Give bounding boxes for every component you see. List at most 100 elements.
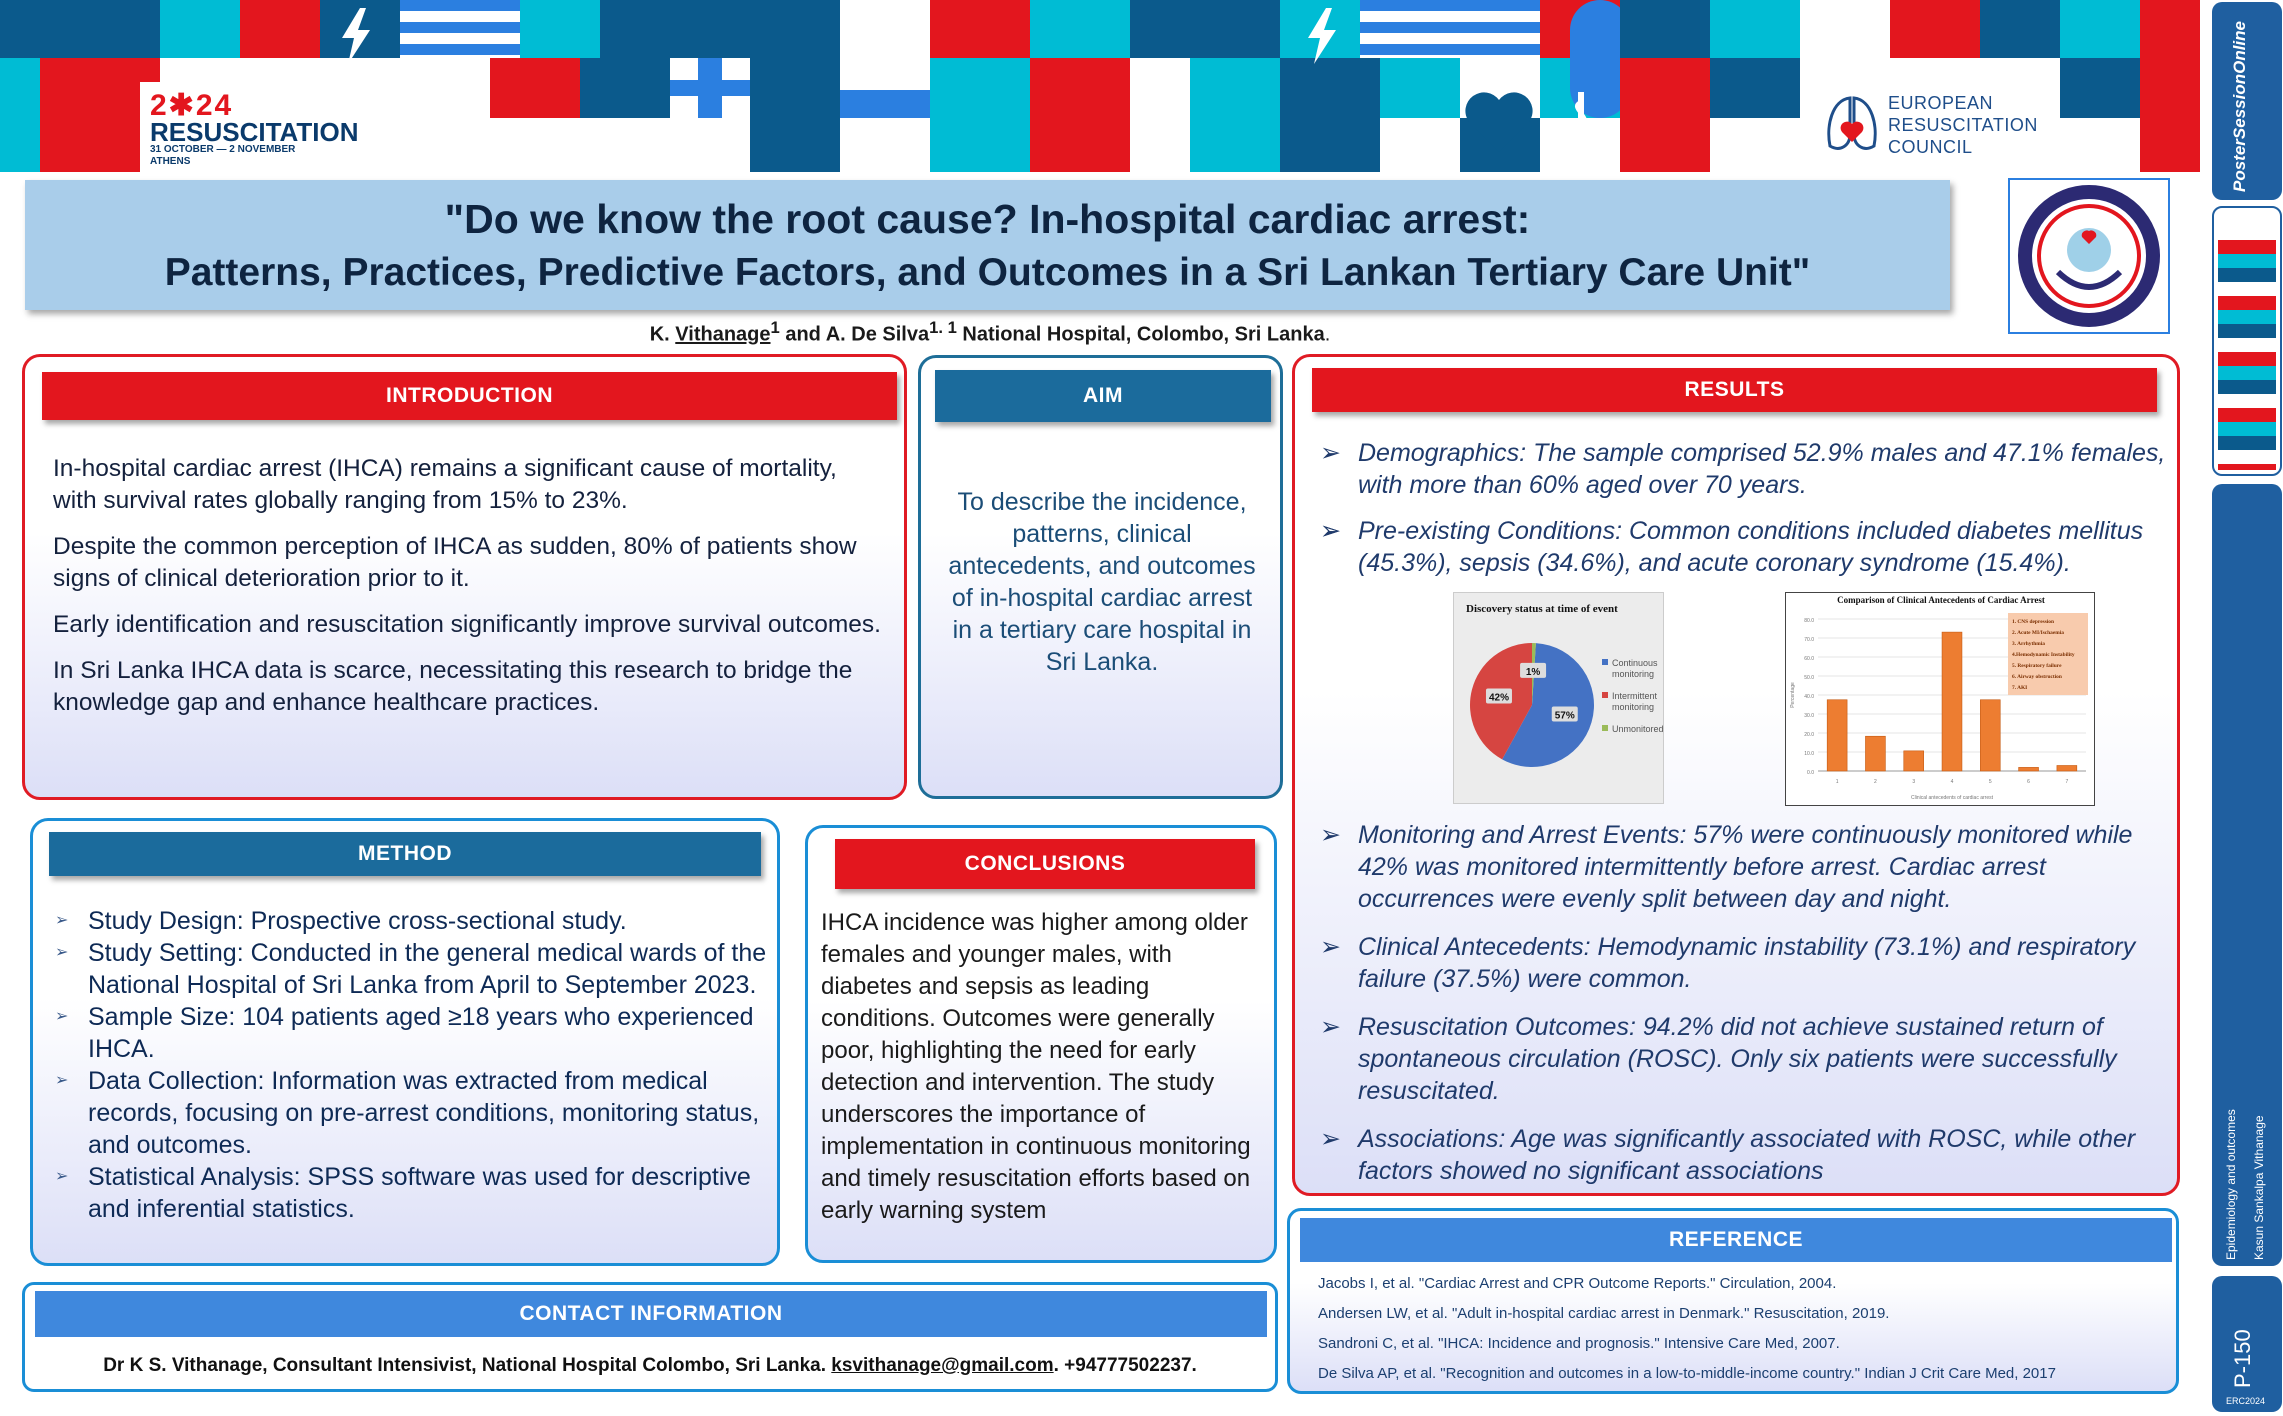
bar-y-tick-label: 80.0 [1804,618,1814,624]
intro-paragraph: In-hospital cardiac arrest (IHCA) remain… [53,455,837,514]
results-header: RESULTS [1312,368,2157,412]
bar-x-tick-label: 4 [1951,779,1954,785]
code-panel: P-150 ERC2024 [2212,1276,2282,1412]
pie-legend-label: monitoring [1612,702,1654,712]
poster-code: P-150 [2230,1329,2255,1388]
method-panel: METHOD ➢ Study Design: Prospective cross-… [30,818,780,1266]
lungs-heart-icon [1827,96,1877,150]
reference-header: REFERENCE [1300,1218,2172,1262]
reference-item: Jacobs I, et al. "Cardiac Arrest and CPR… [1318,1275,1837,1292]
bar-legend-item: 7. AKI [2012,685,2027,691]
logo-year: 2✱24 [150,89,234,122]
erc-line-2: RESUSCITATION [1888,115,2038,135]
title-box: "Do we know the root cause? In-hospital … [25,180,1950,310]
contact-panel: CONTACT INFORMATION Dr K S. Vithanage, C… [22,1282,1278,1392]
intro-paragraph: Early identification and resuscitation s… [53,611,881,638]
method-item: ➢ Data Collection: Information was extrac… [55,1067,760,1159]
bar-y-tick-label: 40.0 [1804,694,1814,700]
aim-panel: AIM To describe the incidence, patterns,… [918,355,1283,799]
starburst-icon [1200,92,1258,150]
bar-y-tick-label: 30.0 [1804,713,1814,719]
pie-data-label: 57% [1555,711,1575,722]
chevron-bullet-icon: ➢ [55,1072,69,1089]
pie-legend-label: Unmonitored [1612,724,1664,734]
method-item: ➢ Study Design: Prospective cross-section… [55,907,627,935]
seal-emblem-icon [2018,185,2160,327]
method-header: METHOD [49,832,761,876]
logo-dates: 31 OCTOBER — 2 NOVEMBER [150,144,296,155]
brand-panel: PosterSessionOnline [2212,2,2282,200]
aim-header: AIM [935,370,1271,422]
results-list-bottom: ➢ Monitoring and Arrest Events: 57% were … [1320,819,2170,1187]
logo-event: RESUSCITATION [150,117,359,147]
brand-name: PosterSessionOnline [2230,21,2249,192]
bar-chart-svg: Comparison of Clinical Antecedents of Ca… [1790,595,2088,801]
result-item: ➢ Pre-existing Conditions: Common conditi… [1320,517,2144,577]
bar-title: Comparison of Clinical Antecedents of Ca… [1837,595,2045,605]
lightning-icon [342,8,370,64]
chevron-bullet-icon: ➢ [55,912,69,929]
bar-x-tick-label: 2 [1874,779,1877,785]
author-1-initial: K. [649,323,676,346]
chevron-bullet-icon: ➢ [55,1008,69,1025]
arrow-bullet-icon: ➢ [1320,439,1341,467]
bar-y-tick-label: 50.0 [1804,675,1814,681]
affiliation-sup: 1 [947,318,957,337]
resuscitation-2024-logo: 2✱24 RESUSCITATION 31 OCTOBER — 2 NOVEMB… [150,89,410,168]
reference-item: De Silva AP, et al. "Recognition and out… [1318,1365,2056,1382]
banner-thumbnail [2212,206,2282,476]
arrow-bullet-icon: ➢ [1320,1125,1341,1153]
intro-paragraph: Despite the common perception of IHCA as… [53,533,857,592]
bar-x-tick-label: 5 [1989,779,1992,785]
erc-line-3: COUNCIL [1888,137,1973,157]
result-item: ➢ Demographics: The sample comprised 52.9… [1320,439,2166,499]
conclusions-header: CONCLUSIONS [835,839,1255,889]
pie-slice [1502,643,1594,767]
pie-data-label-bg [1551,706,1578,722]
chevron-bullet-icon: ➢ [55,1168,69,1185]
arrow-bullet-icon: ➢ [1320,1013,1341,1041]
results-list-top: ➢ Demographics: The sample comprised 52.9… [1320,437,2170,545]
author-label: Kasun Sankalpa Vithanage [2252,1115,2266,1260]
college-seal [2008,178,2170,334]
bar-x-tick-label: 7 [2065,779,2068,785]
email-link[interactable]: ksvithanage@gmail.com [831,1355,1054,1376]
author-2-sup: 1. [929,318,948,337]
reference-item: Sandroni C, et al. "IHCA: Incidence and … [1318,1335,1840,1352]
author-1-sup: 1 [770,318,780,337]
erc-logo: EUROPEAN RESUSCITATION COUNCIL [1810,80,2050,170]
pie-chart-svg: Discovery status at time of event 57% 42% 1… [1466,603,1664,767]
introduction-panel: INTRODUCTION In-hospital cardiac arrest … [22,354,907,800]
bar-x-tick-label: 6 [2027,779,2030,785]
bar-legend-item: 5. Respiratory failure [2012,663,2062,669]
author-2: and A. De Silva [779,323,930,346]
bar-legend-item: 1. CNS depression [2012,619,2054,625]
medical-staff-icon [1575,92,1587,158]
bar [1980,699,2001,772]
pie-data-label-bg [1485,688,1512,704]
result-item: ➢ Resuscitation Outcomes: 94.2% did not a… [1320,1013,2117,1105]
authors-end: . [1324,323,1331,346]
arrow-bullet-icon: ➢ [1320,517,1341,545]
method-item: ➢ Study Setting: Conducted in the general… [55,939,767,999]
pie-legend-label: Intermittent [1612,691,1658,701]
pie-legend-label: Continuous [1612,658,1658,668]
bar-legend-item: 2. Acute MI/Ischaemia [2012,630,2064,636]
lightning-icon [1308,8,1336,64]
bar [1903,750,1924,772]
bar-x-tick-label: 1 [1836,779,1839,785]
category-label: Epidemiology and outcomes [2224,1109,2238,1260]
reference-item: Andersen LW, et al. "Adult in-hospital c… [1318,1305,1890,1322]
poster-session-sidebar: PosterSessionOnline Epidemiology and out… [2208,0,2283,1416]
bar-x-tick-label: 3 [1912,779,1915,785]
method-list: ➢ Study Design: Prospective cross-section… [33,905,768,1225]
introduction-body: In-hospital cardiac arrest (IHCA) remain… [53,453,883,733]
conclusions-text: IHCA incidence was higher among older fe… [821,909,1251,1224]
introduction-header: INTRODUCTION [42,372,897,420]
title-line-1: "Do we know the root cause? In-hospital … [444,196,1531,242]
method-item: ➢ Statistical Analysis: SPSS software was… [55,1163,751,1223]
bar-y-tick-label: 60.0 [1804,656,1814,662]
pie-data-label: 1% [1526,667,1541,678]
bar-y-tick-label: 20.0 [1804,732,1814,738]
